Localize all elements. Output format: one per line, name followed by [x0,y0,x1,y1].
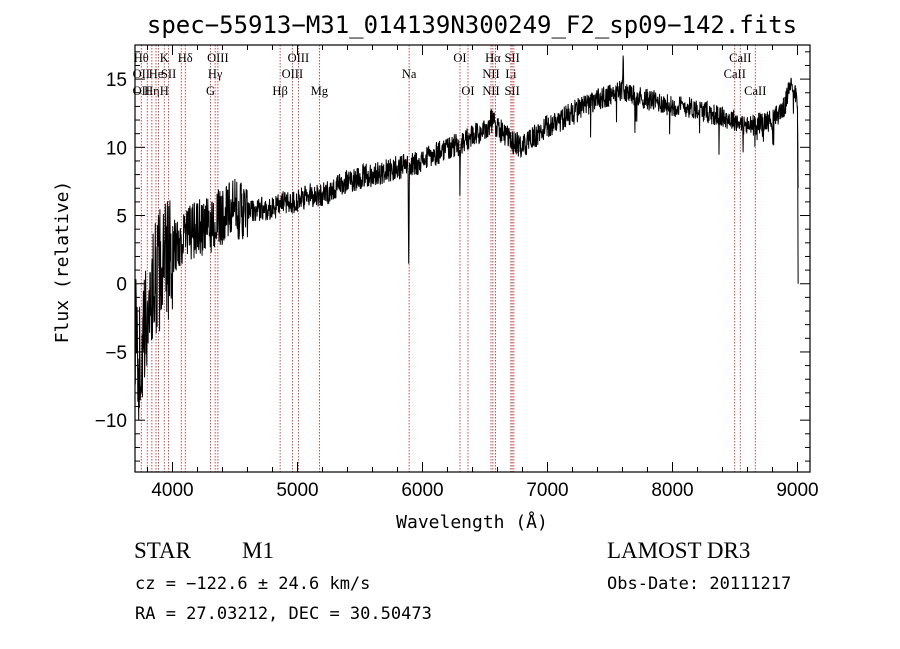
line-marker-label: CaII [729,51,751,65]
y-tick-label: −10 [95,411,127,432]
y-tick-label: 15 [106,70,127,91]
plot-frame [134,44,811,473]
spectrum-line [134,55,799,421]
line-marker-label: SII [504,51,519,65]
coordinates-text: RA = 27.03212, DEC = 30.50473 [135,604,432,624]
axes-group: 4000 5000 6000 7000 8000 9000 −10 −5 0 5 10 15 [95,45,819,501]
line-marker-label: OII [133,84,150,98]
x-tick-label: 6000 [401,480,443,501]
line-marker-label: OIII [288,51,310,65]
line-marker-label: Hγ [208,67,223,81]
y-tick-label: 10 [106,138,127,159]
y-axis-label: Flux (relative) [52,181,73,344]
line-marker-label: CaII [724,67,746,81]
spectrum-group [134,55,799,421]
line-marker-label: CaII [744,84,766,98]
x-tick-label: 7000 [526,480,568,501]
x-tick-label: 8000 [651,480,693,501]
redshift-text: cz = −122.6 ± 24.6 km/s [135,574,371,594]
object-class: STAR [134,538,191,563]
line-marker-label: Mg [311,84,329,98]
x-tick-label: 4000 [151,480,193,501]
line-marker-label: He [149,67,164,81]
x-axis-label: Wavelength (Å) [396,511,548,533]
y-tick-label: −5 [105,343,127,364]
line-marker-label: NII [482,67,499,81]
line-marker-label: Hδ [178,51,193,65]
line-marker-label: Hη [144,84,160,98]
y-tick-label: 5 [116,207,127,228]
line-marker-label: OI [453,51,466,65]
line-marker-label: G [206,84,215,98]
survey-name: LAMOST DR3 [607,538,751,563]
line-marker-label: SII [161,67,176,81]
line-marker-label: K [160,51,169,65]
object-subclass: M1 [242,538,274,563]
line-marker-label: OIII [282,67,304,81]
chart-title: spec−55913−M31_014139N300249_F2_sp09−142… [147,11,797,39]
line-marker-label: H [160,84,169,98]
line-marker-label: NII [482,84,499,98]
line-marker-label: Hα [485,51,501,65]
x-tick-label: 9000 [776,480,818,501]
x-tick-label: 5000 [276,480,318,501]
line-marker-label: Na [402,67,417,81]
line-marker-label: OIII [207,51,229,65]
spectrum-edge [797,106,799,284]
line-marker-label: SII [504,84,519,98]
line-marker-label: OI [461,84,474,98]
y-tick-label: 0 [116,275,127,296]
line-marker-group: HθOIIOIIHηHeKHSIIHδGHγOIIIHβOIIIOIIIMgNa… [133,45,766,472]
line-marker-label: Li [505,67,517,81]
line-marker-label: OII [133,67,150,81]
observation-date: Obs-Date: 20111217 [607,574,792,594]
line-marker-label: Hβ [272,84,287,98]
line-marker-label: Hθ [134,51,149,65]
